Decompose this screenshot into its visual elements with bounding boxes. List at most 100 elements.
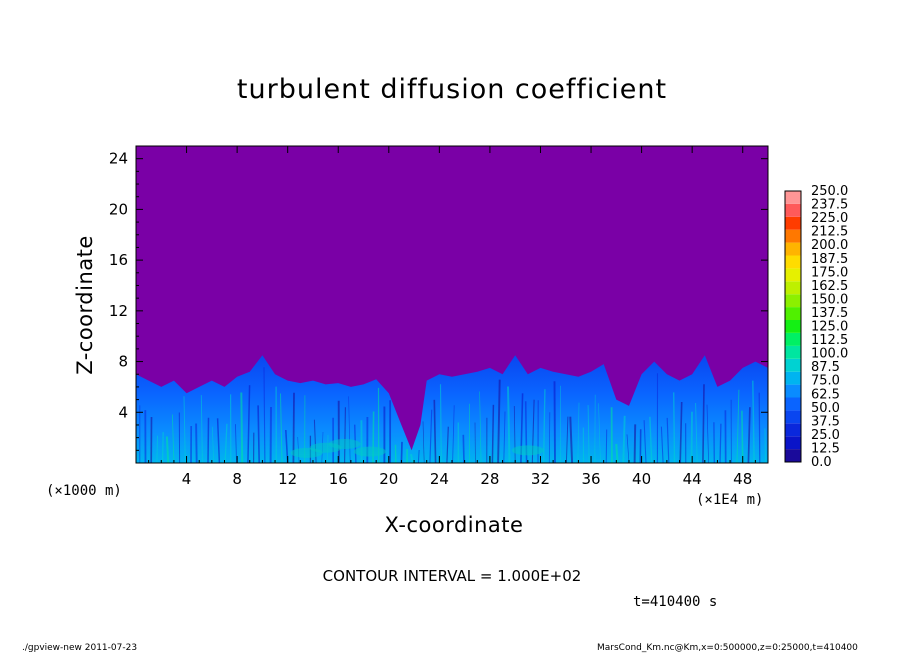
x-scale-label: (×1E4 m) bbox=[696, 492, 764, 508]
colorbar-label: 137.5 bbox=[811, 306, 848, 321]
y-tick-label: 12 bbox=[109, 302, 128, 320]
texture-streak bbox=[280, 393, 283, 464]
texture-streak bbox=[313, 419, 317, 464]
texture-streak bbox=[433, 399, 437, 464]
colorbar-label: 12.5 bbox=[811, 441, 840, 456]
colorbar-swatch bbox=[785, 242, 801, 256]
colorbar-label: 162.5 bbox=[811, 279, 848, 294]
x-tick-label: 20 bbox=[379, 470, 398, 488]
colorbar: 0.012.525.037.550.062.575.087.5100.0112.… bbox=[784, 184, 848, 470]
texture-streak bbox=[348, 396, 351, 464]
y-tick-label: 8 bbox=[118, 353, 128, 371]
y-tick-label: 16 bbox=[109, 251, 128, 269]
texture-streak bbox=[660, 426, 664, 464]
texture-streak bbox=[643, 420, 647, 464]
texture-streak bbox=[297, 436, 300, 464]
texture-streak bbox=[161, 432, 164, 464]
x-tick-label: 24 bbox=[430, 470, 449, 488]
x-tick-label: 4 bbox=[182, 470, 192, 488]
high-value-spot bbox=[353, 446, 386, 457]
texture-streak bbox=[247, 385, 251, 464]
texture-streak bbox=[372, 411, 375, 464]
colorbar-label: 187.5 bbox=[811, 252, 848, 267]
colorbar-frame bbox=[784, 190, 802, 463]
texture-streak bbox=[344, 407, 346, 464]
texture-streak bbox=[702, 384, 705, 464]
colorbar-label: 37.5 bbox=[811, 414, 840, 429]
x-unit-label: (×1000 m) bbox=[46, 483, 122, 499]
colorbar-swatch bbox=[785, 436, 801, 450]
colorbar-label: 175.0 bbox=[811, 265, 848, 280]
y-tick-label: 4 bbox=[118, 403, 128, 421]
colorbar-swatch bbox=[785, 358, 801, 372]
x-tick-label: 8 bbox=[232, 470, 242, 488]
high-value-spot bbox=[290, 447, 323, 458]
colorbar-swatch bbox=[785, 345, 801, 359]
texture-streak bbox=[605, 429, 608, 464]
texture-streak bbox=[211, 426, 215, 464]
x-tick-label: 16 bbox=[329, 470, 348, 488]
texture-streak bbox=[531, 399, 535, 464]
x-tick-label: 28 bbox=[480, 470, 499, 488]
texture-streak bbox=[615, 443, 619, 464]
x-tick-label: 12 bbox=[278, 470, 297, 488]
texture-streak bbox=[633, 424, 637, 464]
texture-streak bbox=[200, 395, 203, 464]
colorbar-label: 200.0 bbox=[811, 238, 848, 253]
texture-streak bbox=[321, 431, 324, 464]
texture-streak bbox=[216, 418, 221, 464]
texture-streak bbox=[553, 381, 556, 464]
footer-right-text: MarsCond_Km.nc@Km,x=0:500000,z=0:25000,t… bbox=[597, 643, 858, 653]
colorbar-swatch bbox=[785, 216, 801, 230]
colorbar-swatch bbox=[785, 191, 801, 204]
colorbar-swatch bbox=[785, 423, 801, 437]
x-axis-label: X-coordinate bbox=[384, 513, 524, 537]
time-annotation: t=410400 s bbox=[633, 594, 718, 610]
colorbar-swatch bbox=[785, 281, 801, 295]
texture-streak bbox=[542, 389, 546, 464]
texture-streak bbox=[452, 405, 455, 464]
texture-streak bbox=[156, 435, 158, 464]
colorbar-label: 237.5 bbox=[811, 198, 848, 213]
colorbar-label: 212.5 bbox=[811, 225, 848, 240]
x-tick-label: 48 bbox=[733, 470, 752, 488]
texture-streak bbox=[257, 405, 261, 464]
texture-streak bbox=[513, 405, 516, 464]
texture-streak bbox=[171, 414, 175, 464]
colorbar-label: 50.0 bbox=[811, 401, 840, 416]
plot-area bbox=[136, 146, 768, 464]
x-tick-label: 40 bbox=[632, 470, 651, 488]
texture-streak bbox=[758, 392, 761, 464]
texture-streak bbox=[649, 416, 653, 464]
chart-title: turbulent diffusion coefficient bbox=[236, 74, 668, 105]
texture-streak bbox=[752, 380, 755, 464]
texture-streak bbox=[673, 392, 676, 464]
y-tick-label: 24 bbox=[109, 150, 128, 168]
texture-streak bbox=[503, 411, 506, 464]
texture-streak bbox=[429, 409, 433, 464]
colorbar-swatch bbox=[785, 333, 801, 346]
colorbar-label: 100.0 bbox=[811, 347, 848, 362]
layer-texture bbox=[139, 367, 766, 464]
colorbar-label: 25.0 bbox=[811, 428, 840, 443]
texture-streak bbox=[479, 391, 482, 464]
colorbar-swatch bbox=[785, 268, 801, 282]
texture-streak bbox=[418, 449, 420, 464]
texture-streak bbox=[263, 367, 266, 464]
texture-streak bbox=[695, 402, 698, 464]
contour-interval-text: CONTOUR INTERVAL = 1.000E+02 bbox=[322, 567, 582, 585]
colorbar-swatch bbox=[785, 307, 801, 320]
high-value-spot bbox=[511, 445, 544, 456]
texture-streak bbox=[548, 412, 551, 464]
colorbar-swatch bbox=[785, 397, 801, 411]
colorbar-swatch bbox=[785, 320, 801, 333]
x-tick-label: 32 bbox=[531, 470, 550, 488]
texture-streak bbox=[524, 401, 528, 464]
colorbar-swatch bbox=[785, 203, 801, 217]
texture-streak bbox=[598, 403, 601, 464]
texture-streak bbox=[520, 393, 524, 464]
texture-streak bbox=[400, 441, 403, 464]
colorbar-swatch bbox=[785, 229, 801, 243]
